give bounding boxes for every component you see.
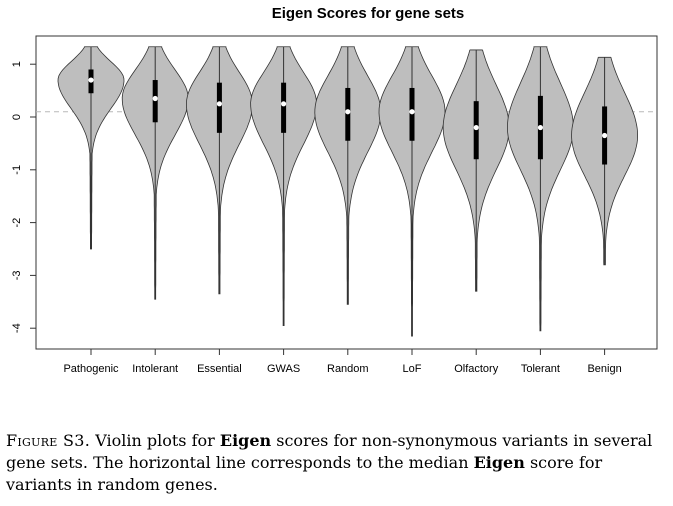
- x-tick-label-tolerant: Tolerant: [521, 363, 560, 375]
- x-tick-label-pathogenic: Pathogenic: [63, 363, 119, 375]
- median-dot-olfactory: [473, 124, 479, 131]
- y-tick-label: -3: [11, 271, 23, 281]
- plot-area: 1 0 -1 -2 -3 -4 Pathogenic Intolerant Essential G…: [11, 35, 658, 375]
- iqr-box-random: [345, 87, 351, 141]
- x-tick-label-benign: Benign: [587, 363, 621, 375]
- y-tick-label: -4: [11, 323, 23, 333]
- plot-frame: [35, 35, 658, 350]
- caption-label: Figure S3.: [6, 431, 91, 450]
- x-tick-label-olfactory: Olfactory: [454, 363, 499, 375]
- caption-bold-2: Eigen: [473, 453, 525, 472]
- iqr-box-olfactory: [473, 101, 479, 160]
- x-tick-label-gwas: GWAS: [267, 363, 300, 375]
- median-dot-gwas: [281, 101, 287, 107]
- y-tick-label: 0: [11, 114, 23, 120]
- median-dot-lof: [409, 109, 415, 115]
- caption-bold-1: Eigen: [219, 431, 272, 450]
- median-dot-essential: [216, 101, 222, 107]
- figure-caption: Figure S3. Violin plots for Eigen scores…: [6, 430, 668, 496]
- y-tick-label: 1: [11, 61, 23, 67]
- y-tick-label: -1: [11, 165, 23, 175]
- caption-text-2: scores for non-synonymous variants in se…: [6, 431, 653, 472]
- violin-chart: Eigen Scores for gene sets 1 0 -1 -2 -3 -4 Pat…: [11, 5, 658, 375]
- caption-text-3: score for variants in random genes.: [6, 453, 603, 494]
- iqr-box-essential: [216, 82, 222, 133]
- iqr-box-gwas: [281, 82, 287, 133]
- x-tick-label-lof: LoF: [403, 363, 422, 375]
- median-dot-pathogenic: [88, 77, 94, 83]
- y-tick-label: -2: [11, 218, 23, 228]
- iqr-box-intolerant: [152, 80, 158, 123]
- median-dot-tolerant: [537, 124, 544, 131]
- x-tick-label-essential: Essential: [197, 363, 242, 375]
- iqr-box-lof: [409, 87, 415, 141]
- median-dot-benign: [602, 132, 608, 139]
- x-tick-label-random: Random: [327, 363, 369, 375]
- median-dot-intolerant: [152, 95, 158, 102]
- caption-text-1: Violin plots for: [90, 431, 220, 450]
- chart-title: Eigen Scores for gene sets: [272, 5, 465, 22]
- x-tick-label-intolerant: Intolerant: [132, 363, 178, 375]
- median-dot-random: [345, 109, 351, 115]
